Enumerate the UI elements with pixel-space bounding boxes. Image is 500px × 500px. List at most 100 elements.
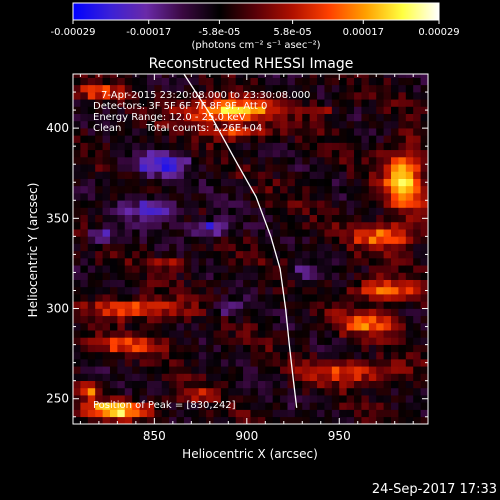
heatmap-cell — [368, 322, 377, 331]
heatmap-cell — [95, 185, 103, 194]
heatmap-cell — [117, 221, 126, 230]
heatmap-cell — [368, 142, 377, 151]
heatmap-cell — [317, 330, 325, 338]
heatmap-cell — [87, 200, 96, 208]
heatmap-cell — [383, 200, 392, 208]
heatmap-cell — [183, 322, 192, 331]
heatmap-cell — [272, 366, 281, 374]
heatmap-cell — [73, 402, 81, 410]
heatmap-cell — [383, 236, 392, 244]
heatmap-cell — [191, 409, 200, 418]
heatmap-cell — [368, 156, 377, 165]
heatmap-cell — [117, 164, 126, 172]
heatmap-cell — [95, 380, 103, 389]
heatmap-cell — [235, 171, 244, 179]
heatmap-cell — [346, 128, 355, 136]
heatmap-cell — [132, 250, 140, 259]
heatmap-cell — [146, 142, 155, 151]
heatmap-cell — [287, 380, 296, 389]
heatmap-cell — [102, 128, 111, 136]
heatmap-cell — [220, 99, 229, 107]
heatmap-cell — [287, 387, 296, 396]
heatmap-cell — [354, 106, 362, 114]
heatmap-cell — [161, 214, 170, 223]
heatmap-cell — [220, 135, 229, 143]
heatmap-cell — [117, 265, 126, 273]
heatmap-cell — [73, 74, 81, 78]
heatmap-cell — [109, 193, 118, 201]
heatmap-cell — [265, 243, 273, 252]
heatmap-cell — [413, 113, 421, 122]
heatmap-cell — [176, 359, 185, 367]
heatmap-cell — [169, 178, 177, 187]
heatmap-cell — [206, 337, 214, 345]
heatmap-cell — [309, 113, 318, 122]
heatmap-cell — [280, 221, 288, 230]
heatmap-cell — [265, 395, 273, 403]
heatmap-cell — [324, 200, 333, 208]
heatmap-cell — [117, 366, 126, 374]
heatmap-cell — [169, 416, 177, 424]
heatmap-cell — [302, 178, 310, 187]
heatmap-cell — [102, 77, 111, 86]
heatmap-cell — [124, 106, 133, 114]
heatmap-cell — [250, 149, 259, 158]
heatmap-cell — [346, 265, 355, 273]
heatmap-cell — [146, 200, 155, 208]
heatmap-cell — [361, 409, 370, 418]
heatmap-cell — [235, 286, 244, 295]
heatmap-cell — [346, 409, 355, 418]
heatmap-cell — [132, 193, 140, 201]
heatmap-cell — [287, 193, 296, 201]
heatmap-cell — [243, 387, 251, 396]
heatmap-cell — [398, 113, 407, 122]
heatmap-cell — [95, 409, 103, 418]
heatmap-cell — [368, 178, 377, 187]
heatmap-cell — [191, 185, 200, 194]
heatmap-cell — [235, 92, 244, 100]
heatmap-cell — [265, 77, 273, 86]
heatmap-cell — [398, 156, 407, 165]
heatmap-cell — [95, 402, 103, 410]
heatmap-cell — [102, 416, 111, 424]
heatmap-cell — [102, 330, 111, 338]
heatmap-cell — [176, 337, 185, 345]
heatmap-cell — [228, 128, 237, 136]
heatmap-cell — [398, 265, 407, 273]
heatmap-cell — [302, 120, 310, 129]
heatmap-cell — [146, 315, 155, 324]
heatmap-cell — [117, 409, 126, 418]
heatmap-cell — [339, 156, 347, 165]
heatmap-cell — [294, 106, 303, 114]
heatmap-cell — [95, 344, 103, 353]
heatmap-cell — [198, 135, 207, 143]
heatmap-cell — [420, 171, 428, 179]
heatmap-cell — [250, 272, 259, 280]
heatmap-cell — [102, 243, 111, 252]
heatmap-cell — [376, 279, 384, 288]
heatmap-cell — [243, 142, 251, 151]
heatmap-cell — [213, 359, 222, 367]
heatmap-cell — [169, 156, 177, 165]
heatmap-cell — [287, 258, 296, 266]
heatmap-cell — [376, 207, 384, 216]
heatmap-cell — [324, 149, 333, 158]
heatmap-cell — [183, 409, 192, 418]
heatmap-cell — [257, 99, 266, 107]
heatmap-cell — [324, 344, 333, 353]
heatmap-cell — [243, 171, 251, 179]
heatmap-cell — [213, 337, 222, 345]
heatmap-cell — [220, 74, 229, 78]
heatmap-cell — [324, 380, 333, 389]
heatmap-cell — [124, 387, 133, 396]
heatmap-cell — [132, 344, 140, 353]
heatmap-cell — [183, 416, 192, 424]
heatmap-cell — [339, 120, 347, 129]
heatmap-cell — [309, 207, 318, 216]
heatmap-cell — [294, 315, 303, 324]
heatmap-cell — [132, 236, 140, 244]
heatmap-cell — [391, 416, 399, 424]
heatmap-cell — [228, 164, 237, 172]
heatmap-cell — [206, 416, 214, 424]
heatmap-cell — [243, 149, 251, 158]
